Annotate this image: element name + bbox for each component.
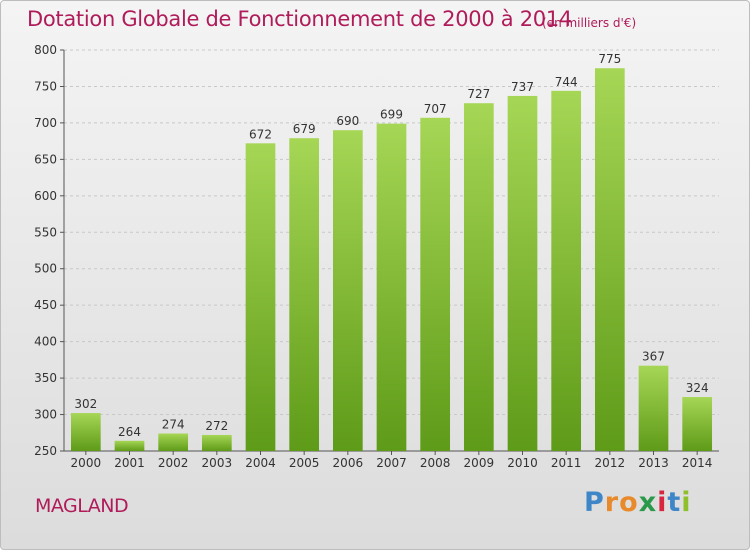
x-tick-label: 2002	[158, 456, 189, 470]
data-label: 737	[511, 80, 534, 94]
data-label: 672	[249, 127, 272, 141]
bar	[594, 68, 625, 452]
logo-letter: o	[619, 487, 639, 518]
y-tick-label: 450	[34, 298, 57, 312]
data-label: 272	[205, 419, 228, 433]
logo-letter: P	[584, 487, 605, 518]
x-tick-label: 2012	[595, 456, 626, 470]
logo-letter: i	[657, 487, 668, 518]
logo-letter: x	[638, 487, 658, 518]
bar	[551, 90, 582, 451]
data-label: 302	[74, 397, 97, 411]
bar	[201, 434, 232, 451]
y-tick-label: 250	[34, 444, 57, 458]
y-tick-label: 550	[34, 225, 57, 239]
proxiti-logo: Proxiti	[584, 487, 692, 518]
bar	[420, 117, 451, 452]
x-tick-label: 2007	[376, 456, 407, 470]
x-tick-label: 2005	[289, 456, 320, 470]
x-tick-label: 2011	[551, 456, 582, 470]
y-tick-label: 350	[34, 371, 57, 385]
data-label: 274	[162, 418, 185, 432]
x-tick-label: 2010	[507, 456, 538, 470]
data-label: 775	[598, 52, 621, 66]
y-tick-label: 750	[34, 79, 57, 93]
bar	[463, 103, 494, 451]
bar	[507, 95, 538, 451]
bar	[376, 123, 407, 451]
y-tick-label: 650	[34, 152, 57, 166]
data-label: 707	[424, 102, 447, 116]
x-tick-label: 2008	[420, 456, 451, 470]
unit-label: (en milliers d'€)	[542, 16, 637, 30]
data-label: 679	[293, 122, 316, 136]
x-tick-label: 2001	[114, 456, 145, 470]
y-tick-label: 300	[34, 408, 57, 422]
x-tick-label: 2006	[333, 456, 364, 470]
x-tick-label: 2009	[464, 456, 495, 470]
y-tick-label: 400	[34, 335, 57, 349]
data-label: 324	[686, 381, 709, 395]
data-label: 744	[555, 75, 578, 89]
data-label: 727	[467, 87, 490, 101]
x-tick-label: 2003	[202, 456, 233, 470]
bar	[638, 365, 669, 451]
data-label: 367	[642, 350, 665, 364]
x-tick-label: 2014	[682, 456, 713, 470]
bar	[245, 143, 276, 451]
bar	[682, 397, 713, 451]
chart-title: Dotation Globale de Fonctionnement de 20…	[27, 7, 572, 31]
x-tick-label: 2013	[638, 456, 669, 470]
y-tick-label: 800	[34, 43, 57, 57]
logo-letter: r	[604, 487, 620, 518]
data-label: 264	[118, 425, 141, 439]
data-label: 690	[336, 114, 359, 128]
y-tick-label: 600	[34, 189, 57, 203]
commune-name: MAGLAND	[35, 495, 129, 517]
logo-letter: i	[681, 487, 692, 518]
x-tick-label: 2000	[71, 456, 102, 470]
bar	[158, 433, 189, 451]
bar	[332, 130, 363, 451]
bar	[289, 138, 320, 451]
y-tick-label: 500	[34, 262, 57, 276]
bar	[114, 440, 145, 451]
logo-letter: t	[667, 487, 682, 518]
data-label: 699	[380, 108, 403, 122]
x-tick-label: 2004	[245, 456, 276, 470]
y-tick-label: 700	[34, 116, 57, 130]
bar	[70, 413, 101, 451]
